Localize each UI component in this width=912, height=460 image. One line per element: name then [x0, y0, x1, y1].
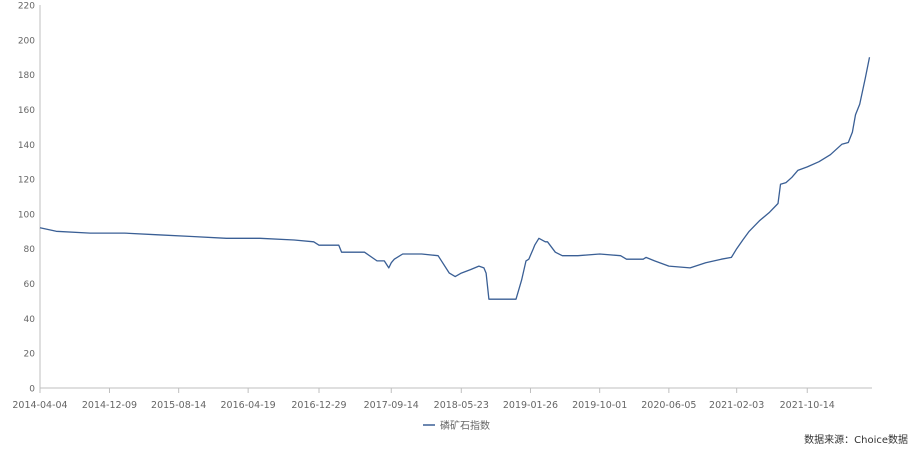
series-line-phosphate-rock-index	[39, 57, 871, 300]
legend-label: 磷矿石指数	[440, 419, 490, 432]
x-tick-label: 2014-12-09	[82, 400, 137, 411]
x-tick-label: 2014-04-04	[12, 400, 67, 411]
y-axis: 0 20 40 60 80 100 120 140 160 180 200 220	[18, 2, 41, 395]
x-tick-label: 2015-08-14	[151, 400, 206, 411]
x-tick-label: 2016-04-19	[221, 400, 276, 411]
x-tick-label: 2020-06-05	[641, 400, 696, 411]
x-tick-label: 2016-12-29	[291, 400, 346, 411]
x-tick-label: 2021-10-14	[780, 400, 835, 411]
x-tick-label: 2021-02-03	[709, 400, 764, 411]
legend: 磷矿石指数	[423, 419, 490, 432]
x-tick-label: 2019-10-01	[572, 400, 627, 411]
x-tick-label: 2018-05-23	[434, 400, 489, 411]
y-tick-label: 60	[24, 280, 36, 290]
y-tick-label: 180	[18, 71, 35, 81]
y-tick-label: 40	[24, 315, 36, 325]
x-tick-label: 2017-09-14	[364, 400, 419, 411]
y-tick-label: 120	[18, 176, 35, 186]
y-tick-label: 20	[24, 350, 36, 360]
y-tick-label: 80	[24, 245, 36, 255]
y-tick-label: 0	[29, 385, 35, 395]
x-axis: 2014-04-04 2014-12-09 2015-08-14 2016-04-19…	[12, 387, 872, 411]
y-tick-label: 140	[18, 141, 35, 151]
y-tick-label: 100	[18, 210, 35, 220]
y-tick-label: 220	[18, 2, 35, 12]
y-tick-label: 200	[18, 36, 35, 46]
x-tick-label: 2019-01-26	[503, 400, 558, 411]
y-tick-label: 160	[18, 106, 35, 116]
source-note: 数据来源：Choice数据	[804, 433, 908, 446]
